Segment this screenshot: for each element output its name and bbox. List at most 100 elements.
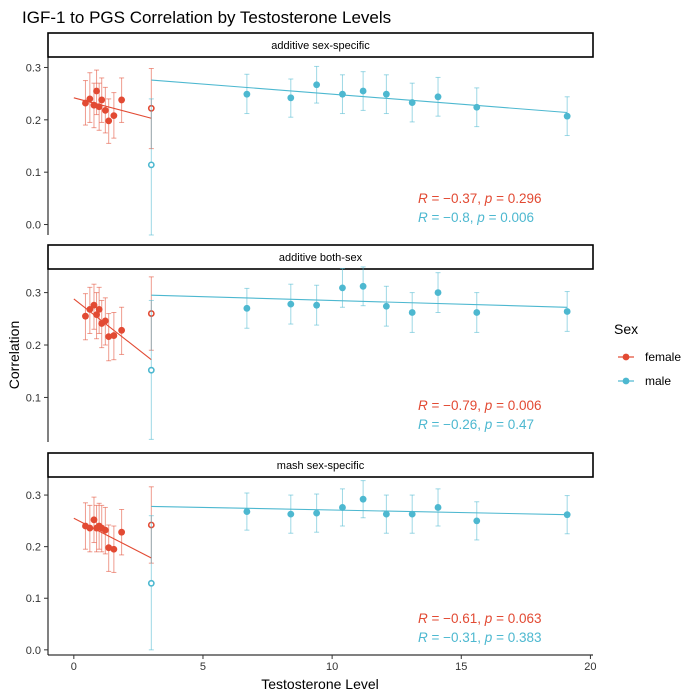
data-point [86, 305, 94, 313]
data-point [243, 304, 251, 312]
panel-strip-label: additive sex-specific [271, 40, 370, 52]
y-tick-label: 0.0 [26, 220, 41, 232]
data-point-hollow [147, 579, 155, 587]
data-point [313, 301, 321, 309]
data-point [287, 94, 295, 102]
data-point [90, 101, 98, 109]
panel-strip [47, 244, 594, 270]
y-tick-label: 0.0 [26, 645, 41, 657]
series-male [147, 65, 571, 236]
trend-line [151, 79, 568, 114]
y-tick-label: 0.1 [26, 593, 41, 605]
x-tick-label: 15 [455, 661, 467, 673]
y-tick-label: 0.1 [26, 167, 41, 179]
chart-title: IGF-1 to PGS Correlation by Testosterone… [22, 8, 391, 27]
data-point [563, 308, 571, 315]
data-point [473, 103, 481, 111]
data-point [408, 99, 416, 106]
data-point [93, 311, 100, 319]
data-point [93, 87, 100, 95]
y-tick-label: 0.2 [26, 542, 41, 554]
data-point [118, 96, 126, 104]
x-tick-label: 20 [584, 661, 596, 673]
data-point [82, 312, 89, 320]
panel: additive sex-specific 0.0 0.1 0.2 0.3 R = −0.… [26, 32, 594, 236]
y-tick-label: 0.3 [26, 288, 41, 300]
y-tick-label: 0.1 [26, 392, 41, 404]
data-point [287, 510, 295, 518]
legend-key-point [622, 377, 630, 385]
data-point [408, 309, 416, 316]
data-point [473, 517, 481, 525]
data-point [110, 545, 118, 553]
data-point [563, 511, 571, 519]
data-point [101, 317, 109, 325]
correlation-annotation: R = −0.61, p = 0.063 [418, 611, 541, 626]
series-male [147, 266, 571, 440]
y-tick-label: 0.3 [26, 62, 41, 74]
data-point [243, 90, 251, 98]
data-point [339, 504, 346, 511]
data-point [90, 301, 98, 309]
legend-label: male [645, 374, 671, 388]
data-point-hollow [147, 161, 155, 169]
data-point [313, 509, 321, 517]
x-tick-label: 10 [326, 661, 338, 673]
data-point [243, 508, 251, 515]
legend-key-point [622, 353, 630, 361]
data-point [118, 528, 126, 536]
data-point [313, 81, 321, 89]
data-point-hollow [147, 366, 155, 374]
data-point [95, 103, 103, 111]
panels: additive sex-specific 0.0 0.1 0.2 0.3 R = −0.… [26, 32, 597, 673]
panel-strip-label: mash sex-specific [277, 460, 365, 472]
data-point [95, 305, 103, 313]
panel: mash sex-specific 0.0 0.1 0.2 0.3 0 5 10 15 20 R =… [26, 452, 597, 673]
data-point [434, 289, 442, 296]
series-male [147, 480, 571, 651]
y-axis-label: Correlation [6, 321, 22, 389]
data-point [110, 332, 118, 339]
data-point [408, 510, 416, 518]
panel: additive both-sex 0.1 0.2 0.3 R = −0.79, p =… [26, 244, 594, 442]
data-point [473, 309, 481, 316]
legend-title: Sex [614, 321, 638, 337]
data-point [434, 504, 442, 511]
data-point [339, 90, 346, 98]
data-point [90, 516, 98, 524]
legend-label: female [645, 350, 681, 364]
panel-strip [47, 32, 594, 58]
data-point [434, 93, 442, 101]
data-point [98, 96, 106, 104]
trend-line [151, 505, 568, 516]
y-tick-label: 0.2 [26, 115, 41, 127]
data-point [118, 326, 126, 334]
data-point [382, 302, 390, 310]
panel-strip-label: additive both-sex [279, 252, 363, 264]
legend: Sex female male [614, 321, 681, 388]
data-point [101, 526, 109, 534]
data-point [359, 87, 367, 95]
data-point [287, 300, 295, 308]
x-tick-label: 0 [71, 661, 77, 673]
data-point [359, 495, 367, 503]
trend-line [151, 294, 568, 308]
data-point [86, 95, 94, 103]
y-tick-label: 0.3 [26, 490, 41, 502]
data-point [101, 107, 109, 114]
correlation-annotation: R = −0.26, p = 0.47 [418, 417, 534, 432]
data-point [86, 524, 94, 532]
correlation-annotation: R = −0.37, p = 0.296 [418, 191, 541, 206]
series-female [73, 486, 155, 573]
data-point [105, 333, 113, 341]
data-point [339, 284, 346, 292]
data-point [105, 544, 113, 552]
data-point [110, 112, 118, 120]
series-female [73, 68, 155, 150]
correlation-annotation: R = −0.8, p = 0.006 [418, 210, 534, 225]
correlation-annotation: R = −0.31, p = 0.383 [418, 630, 541, 645]
data-point [82, 99, 89, 107]
data-point [382, 90, 390, 98]
x-axis-label: Testosterone Level [261, 676, 379, 692]
